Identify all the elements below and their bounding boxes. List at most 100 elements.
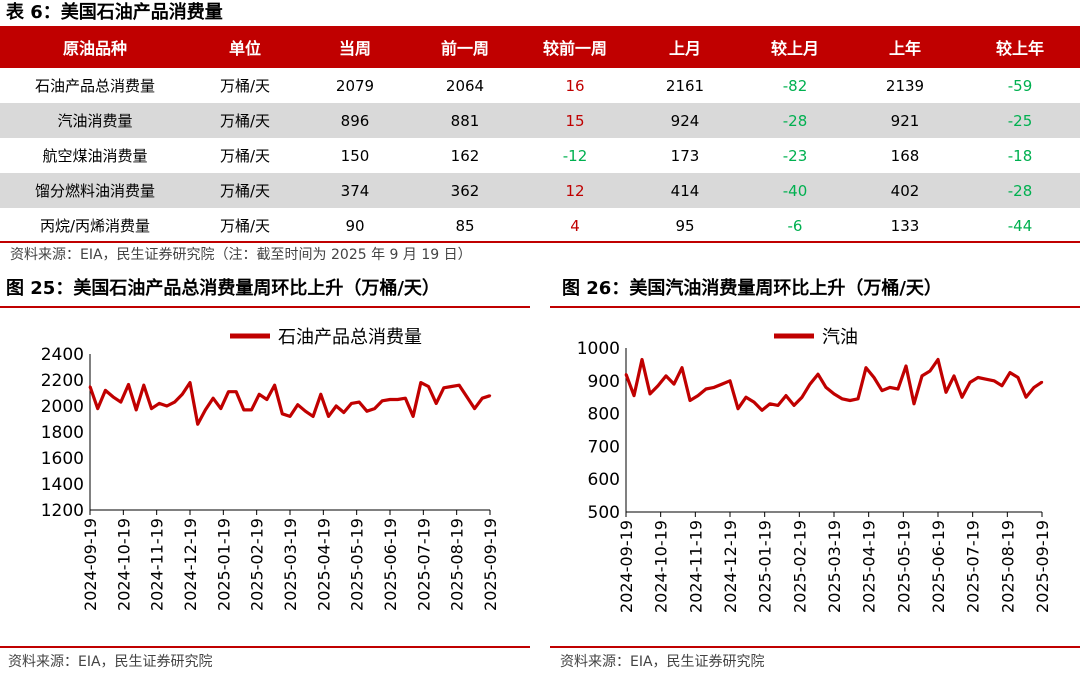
data-point xyxy=(104,389,107,392)
data-point xyxy=(227,390,230,393)
legend-label: 汽油 xyxy=(822,327,858,348)
y-tick-label: 1200 xyxy=(41,501,84,521)
data-point xyxy=(411,415,415,418)
table-cell: 16 xyxy=(565,76,585,95)
data-point xyxy=(273,384,276,387)
chart-source: 资料来源：EIA，民生证券研究院 xyxy=(560,654,765,670)
data-points xyxy=(624,358,1044,412)
data-point xyxy=(88,385,92,388)
table-cell: 173 xyxy=(670,146,700,165)
table-row: 汽油消费量 万桶/天 896 881 15 924 -28 921 -25 xyxy=(0,103,1080,138)
data-point xyxy=(127,383,130,386)
table-cell: 150 xyxy=(340,146,370,165)
data-point xyxy=(856,397,860,400)
data-point xyxy=(672,382,676,386)
table-cell: -6 xyxy=(787,216,803,235)
data-point xyxy=(96,407,99,410)
data-point xyxy=(760,409,764,412)
data-point xyxy=(450,385,453,388)
legend: 石油产品总消费量 xyxy=(230,327,422,348)
data-point xyxy=(1016,376,1020,379)
y-tick-label: 800 xyxy=(588,405,620,425)
data-point xyxy=(442,386,445,389)
consumption-table: 原油品种 单位 当周 前一周 较前一周 上月 较上月 上年 较上年 石油产品总消费量 万桶/天 20… xyxy=(0,26,1080,243)
data-point xyxy=(381,399,384,402)
data-point xyxy=(656,384,660,387)
x-tick-label: 2025-06-19 xyxy=(929,520,948,613)
column-header: 较前一周 xyxy=(520,26,630,68)
table-cell: -12 xyxy=(562,146,588,165)
column-header: 前一周 xyxy=(410,26,520,68)
x-tick-label: 2025-02-19 xyxy=(790,520,809,613)
column-header: 较上月 xyxy=(740,26,850,68)
x-tick-label: 2025-03-19 xyxy=(825,520,844,613)
chart-top-rule xyxy=(0,306,530,308)
table-cell: -40 xyxy=(740,173,850,208)
data-point xyxy=(624,373,628,376)
x-tick-label: 2025-07-19 xyxy=(414,518,433,611)
x-tick-label: 2025-08-19 xyxy=(448,518,467,611)
data-point xyxy=(296,403,299,406)
data-point xyxy=(744,396,748,399)
data-point xyxy=(435,402,438,405)
column-header: 上月 xyxy=(630,26,740,68)
y-tick-label: 2000 xyxy=(41,397,84,417)
column-header: 原油品种 xyxy=(0,26,190,68)
data-point xyxy=(250,408,253,412)
x-tick-label: 2025-06-19 xyxy=(381,518,400,611)
data-point xyxy=(396,398,399,401)
data-point xyxy=(840,397,844,400)
data-point xyxy=(976,376,980,379)
data-point xyxy=(664,374,668,378)
series-line xyxy=(624,357,1043,412)
data-point xyxy=(824,386,828,389)
y-tick-label: 1400 xyxy=(41,475,84,495)
data-point xyxy=(211,397,215,400)
data-point xyxy=(358,400,361,404)
table-cell: -59 xyxy=(1007,76,1033,95)
x-tick-label: 2025-05-19 xyxy=(348,518,367,611)
table-cell: -25 xyxy=(960,103,1080,138)
y-tick-label: 2200 xyxy=(41,371,84,391)
x-tick-label: 2025-02-19 xyxy=(248,518,267,611)
table-cell: 万桶/天 xyxy=(219,77,271,95)
table-cell: -44 xyxy=(1007,216,1033,235)
data-point xyxy=(944,391,948,394)
table-cell: 万桶/天 xyxy=(190,173,300,208)
data-point xyxy=(465,395,469,399)
data-point xyxy=(632,394,636,397)
data-point xyxy=(688,399,692,402)
data-point xyxy=(968,381,972,384)
x-tick-label: 2024-12-19 xyxy=(181,518,200,611)
data-point xyxy=(288,415,292,418)
chart-title: 图 26：美国汽油消费量周环比上升（万桶/天） xyxy=(562,278,942,299)
data-point xyxy=(181,393,184,396)
table-cell: 85 xyxy=(455,216,475,235)
table-title: 表 6：美国石油产品消费量 xyxy=(6,2,223,23)
data-point xyxy=(952,374,956,378)
data-point xyxy=(335,404,338,408)
table-cell: 2064 xyxy=(445,76,485,95)
data-point xyxy=(848,399,852,402)
x-tick-label: 2025-01-19 xyxy=(756,520,775,613)
table-cell: -82 xyxy=(782,76,808,95)
table-cell: 414 xyxy=(630,173,740,208)
y-tick-label: 1000 xyxy=(577,339,620,359)
table-cell: 374 xyxy=(300,173,410,208)
table-row: 石油产品总消费量 万桶/天 2079 2064 16 2161 -82 2139 -59 xyxy=(0,68,1080,103)
data-point xyxy=(928,369,932,373)
legend: 汽油 xyxy=(774,327,858,348)
data-point xyxy=(427,385,430,388)
data-point xyxy=(304,410,307,413)
data-point xyxy=(720,382,724,386)
chart-title: 图 25：美国石油产品总消费量周环比上升（万桶/天） xyxy=(6,278,440,299)
data-point xyxy=(142,384,145,387)
data-point xyxy=(458,384,461,387)
table-cell: 881 xyxy=(410,103,520,138)
table-cell: 2079 xyxy=(335,76,375,95)
chart-total-consumption: 石油产品总消费量 1200 1400 1600 1800 2000 2200 2400 2024… xyxy=(41,327,500,611)
data-point xyxy=(119,400,123,404)
data-point xyxy=(488,394,492,397)
data-point xyxy=(736,407,740,410)
table-top-rule xyxy=(0,26,1080,28)
